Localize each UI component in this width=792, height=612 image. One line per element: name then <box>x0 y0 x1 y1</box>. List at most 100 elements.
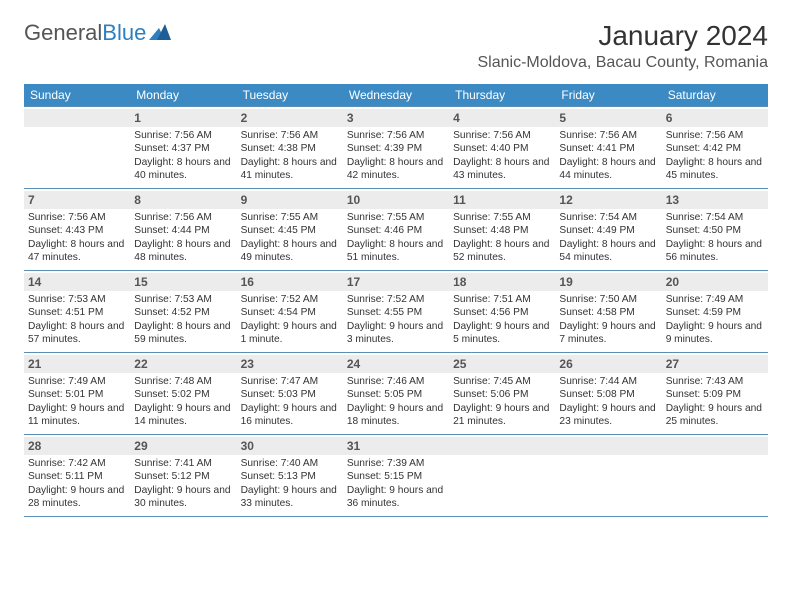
day-cell <box>662 435 768 517</box>
day-number: 4 <box>449 109 555 127</box>
day-cell: 1 Sunrise: 7:56 AMSunset: 4:37 PMDaylight… <box>130 107 236 189</box>
day-header: Saturday <box>662 84 768 106</box>
day-details: Sunrise: 7:52 AMSunset: 4:55 PMDaylight:… <box>347 293 445 346</box>
day-number: 14 <box>24 273 130 291</box>
day-number: 5 <box>555 109 661 127</box>
day-cell: 22 Sunrise: 7:48 AMSunset: 5:02 PMDayligh… <box>130 353 236 435</box>
day-number: 3 <box>343 109 449 127</box>
day-details: Sunrise: 7:56 AMSunset: 4:40 PMDaylight:… <box>453 129 551 182</box>
day-number: 8 <box>130 191 236 209</box>
day-number <box>24 109 130 127</box>
day-details: Sunrise: 7:40 AMSunset: 5:13 PMDaylight:… <box>241 457 339 510</box>
day-details: Sunrise: 7:53 AMSunset: 4:51 PMDaylight:… <box>28 293 126 346</box>
calendar: SundayMondayTuesdayWednesdayThursdayFrid… <box>24 84 768 517</box>
day-cell: 6 Sunrise: 7:56 AMSunset: 4:42 PMDaylight… <box>662 107 768 189</box>
day-header: Tuesday <box>237 84 343 106</box>
day-details: Sunrise: 7:41 AMSunset: 5:12 PMDaylight:… <box>134 457 232 510</box>
day-cell <box>555 435 661 517</box>
day-cell: 26Sunrise: 7:44 AMSunset: 5:08 PMDayligh… <box>555 353 661 435</box>
day-cell: 4 Sunrise: 7:56 AMSunset: 4:40 PMDaylight… <box>449 107 555 189</box>
day-details: Sunrise: 7:44 AMSunset: 5:08 PMDaylight:… <box>559 375 657 428</box>
day-cell: 29 Sunrise: 7:41 AMSunset: 5:12 PMDayligh… <box>130 435 236 517</box>
day-details: Sunrise: 7:43 AMSunset: 5:09 PMDaylight:… <box>666 375 764 428</box>
day-number: 24 <box>343 355 449 373</box>
day-header: Thursday <box>449 84 555 106</box>
day-cell: 23 Sunrise: 7:47 AMSunset: 5:03 PMDayligh… <box>237 353 343 435</box>
day-header: Friday <box>555 84 661 106</box>
day-details: Sunrise: 7:48 AMSunset: 5:02 PMDaylight:… <box>134 375 232 428</box>
day-cell: 28 Sunrise: 7:42 AMSunset: 5:11 PMDayligh… <box>24 435 130 517</box>
day-details: Sunrise: 7:53 AMSunset: 4:52 PMDaylight:… <box>134 293 232 346</box>
day-details: Sunrise: 7:56 AMSunset: 4:43 PMDaylight:… <box>28 211 126 264</box>
day-header-row: SundayMondayTuesdayWednesdayThursdayFrid… <box>24 84 768 106</box>
day-number: 9 <box>237 191 343 209</box>
day-number: 12 <box>555 191 661 209</box>
day-number: 10 <box>343 191 449 209</box>
month-title: January 2024 <box>477 20 768 52</box>
day-number: 30 <box>237 437 343 455</box>
day-number: 29 <box>130 437 236 455</box>
day-number: 16 <box>237 273 343 291</box>
day-cell: 9 Sunrise: 7:55 AMSunset: 4:45 PMDaylight… <box>237 189 343 271</box>
day-cell <box>24 107 130 189</box>
header: GeneralBlue January 2024 Slanic-Moldova,… <box>0 0 792 78</box>
day-details: Sunrise: 7:51 AMSunset: 4:56 PMDaylight:… <box>453 293 551 346</box>
logo-icon <box>149 20 171 46</box>
day-details: Sunrise: 7:56 AMSunset: 4:41 PMDaylight:… <box>559 129 657 182</box>
day-details: Sunrise: 7:54 AMSunset: 4:50 PMDaylight:… <box>666 211 764 264</box>
title-block: January 2024 Slanic-Moldova, Bacau Count… <box>477 20 768 72</box>
day-cell: 8 Sunrise: 7:56 AMSunset: 4:44 PMDaylight… <box>130 189 236 271</box>
day-number: 13 <box>662 191 768 209</box>
day-details: Sunrise: 7:45 AMSunset: 5:06 PMDaylight:… <box>453 375 551 428</box>
week-row: 1 Sunrise: 7:56 AMSunset: 4:37 PMDaylight… <box>24 107 768 189</box>
day-details: Sunrise: 7:49 AMSunset: 5:01 PMDaylight:… <box>28 375 126 428</box>
day-number <box>449 437 555 455</box>
day-details: Sunrise: 7:42 AMSunset: 5:11 PMDaylight:… <box>28 457 126 510</box>
day-number: 7 <box>24 191 130 209</box>
day-cell: 21 Sunrise: 7:49 AMSunset: 5:01 PMDayligh… <box>24 353 130 435</box>
day-number: 19 <box>555 273 661 291</box>
day-cell: 12Sunrise: 7:54 AMSunset: 4:49 PMDayligh… <box>555 189 661 271</box>
day-number: 15 <box>130 273 236 291</box>
day-details: Sunrise: 7:46 AMSunset: 5:05 PMDaylight:… <box>347 375 445 428</box>
logo-text-2: Blue <box>102 20 146 46</box>
day-cell: 19Sunrise: 7:50 AMSunset: 4:58 PMDayligh… <box>555 271 661 353</box>
day-number: 28 <box>24 437 130 455</box>
day-number: 25 <box>449 355 555 373</box>
day-number: 22 <box>130 355 236 373</box>
day-details: Sunrise: 7:39 AMSunset: 5:15 PMDaylight:… <box>347 457 445 510</box>
day-number: 18 <box>449 273 555 291</box>
day-details: Sunrise: 7:47 AMSunset: 5:03 PMDaylight:… <box>241 375 339 428</box>
day-cell: 2Sunrise: 7:56 AMSunset: 4:38 PMDaylight… <box>237 107 343 189</box>
day-header: Wednesday <box>343 84 449 106</box>
day-details: Sunrise: 7:49 AMSunset: 4:59 PMDaylight:… <box>666 293 764 346</box>
day-details: Sunrise: 7:56 AMSunset: 4:42 PMDaylight:… <box>666 129 764 182</box>
day-cell: 15 Sunrise: 7:53 AMSunset: 4:52 PMDayligh… <box>130 271 236 353</box>
day-cell: 17 Sunrise: 7:52 AMSunset: 4:55 PMDayligh… <box>343 271 449 353</box>
day-number <box>555 437 661 455</box>
day-cell: 7 Sunrise: 7:56 AMSunset: 4:43 PMDaylight… <box>24 189 130 271</box>
day-cell: 24 Sunrise: 7:46 AMSunset: 5:05 PMDayligh… <box>343 353 449 435</box>
week-row: 14 Sunrise: 7:53 AMSunset: 4:51 PMDayligh… <box>24 271 768 353</box>
day-details: Sunrise: 7:56 AMSunset: 4:37 PMDaylight:… <box>134 129 232 182</box>
day-cell: 30 Sunrise: 7:40 AMSunset: 5:13 PMDayligh… <box>237 435 343 517</box>
logo-text-1: General <box>24 20 102 46</box>
day-number: 1 <box>130 109 236 127</box>
day-header: Monday <box>130 84 236 106</box>
day-cell: 13 Sunrise: 7:54 AMSunset: 4:50 PMDayligh… <box>662 189 768 271</box>
day-number: 20 <box>662 273 768 291</box>
day-number: 6 <box>662 109 768 127</box>
day-number: 2 <box>237 109 343 127</box>
day-number: 27 <box>662 355 768 373</box>
day-cell: 5 Sunrise: 7:56 AMSunset: 4:41 PMDaylight… <box>555 107 661 189</box>
day-details: Sunrise: 7:56 AMSunset: 4:44 PMDaylight:… <box>134 211 232 264</box>
week-row: 7 Sunrise: 7:56 AMSunset: 4:43 PMDaylight… <box>24 189 768 271</box>
day-number: 17 <box>343 273 449 291</box>
day-details: Sunrise: 7:55 AMSunset: 4:45 PMDaylight:… <box>241 211 339 264</box>
day-number: 21 <box>24 355 130 373</box>
day-cell: 16Sunrise: 7:52 AMSunset: 4:54 PMDayligh… <box>237 271 343 353</box>
day-cell: 18 Sunrise: 7:51 AMSunset: 4:56 PMDayligh… <box>449 271 555 353</box>
day-cell: 31Sunrise: 7:39 AMSunset: 5:15 PMDayligh… <box>343 435 449 517</box>
day-number: 23 <box>237 355 343 373</box>
day-cell: 20 Sunrise: 7:49 AMSunset: 4:59 PMDayligh… <box>662 271 768 353</box>
